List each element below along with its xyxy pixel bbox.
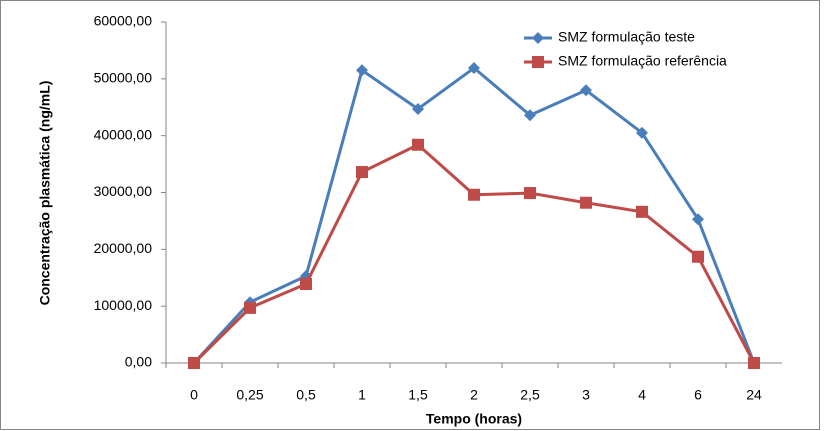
data-point [356, 166, 368, 179]
data-point [244, 301, 256, 314]
chart-border [0, 0, 820, 430]
x-tick-label: 2,5 [520, 387, 540, 403]
data-point [524, 109, 536, 122]
x-tick-label: 1 [358, 387, 366, 403]
x-tick-label: 3 [582, 387, 590, 403]
x-tick-label: 2 [470, 387, 478, 403]
legend-marker [532, 56, 544, 68]
x-tick-label: 6 [694, 387, 702, 403]
data-point [692, 250, 704, 263]
data-point [412, 102, 424, 115]
data-point [524, 187, 536, 200]
data-point [748, 357, 760, 369]
data-point [300, 278, 312, 291]
y-tick-label: 10000,00 [94, 297, 153, 313]
y-tick-label: 40000,00 [94, 126, 153, 142]
data-point [468, 188, 480, 201]
x-tick-label: 0 [190, 387, 198, 403]
y-tick-label: 50000,00 [94, 70, 153, 86]
x-tick-label: 1,5 [408, 387, 428, 403]
data-point [580, 196, 592, 209]
y-axis-title: Concentração plasmática (ng/mL) [37, 81, 53, 306]
legend-label: SMZ formulação referência [558, 53, 727, 69]
y-tick-label: 30000,00 [94, 183, 153, 199]
data-point [188, 357, 200, 369]
data-point [356, 64, 368, 77]
x-tick-label: 0,25 [236, 387, 263, 403]
data-point [636, 205, 648, 218]
x-tick-label: 0,5 [296, 387, 316, 403]
data-point [412, 138, 424, 151]
data-point [692, 213, 704, 226]
y-tick-label: 0,00 [125, 354, 152, 370]
x-tick-label: 4 [638, 387, 646, 403]
data-point [468, 62, 480, 75]
data-point [580, 84, 592, 97]
x-tick-label: 24 [746, 387, 762, 403]
legend-marker [532, 32, 544, 44]
y-tick-label: 20000,00 [94, 240, 153, 256]
data-point [636, 126, 648, 139]
y-tick-label: 60000,00 [94, 13, 153, 29]
x-axis-title: Tempo (horas) [426, 411, 522, 427]
legend-label: SMZ formulação teste [558, 29, 695, 45]
